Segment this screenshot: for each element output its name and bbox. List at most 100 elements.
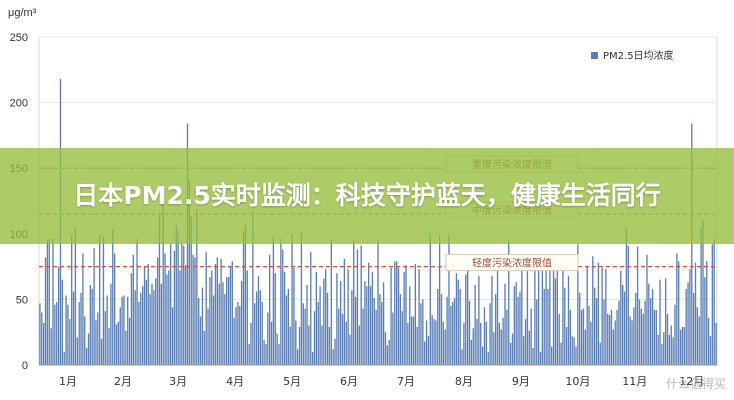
- bar: [353, 240, 355, 365]
- bar: [43, 323, 45, 365]
- bar: [56, 302, 58, 365]
- bar: [431, 315, 433, 365]
- bar: [201, 287, 204, 365]
- bar: [453, 298, 456, 365]
- bar: [528, 330, 530, 365]
- bar: [134, 290, 136, 365]
- bar: [700, 227, 702, 365]
- bar-series: [39, 78, 717, 365]
- watermark: 什么值得买: [665, 377, 726, 391]
- bar: [95, 320, 97, 365]
- bar: [442, 321, 445, 365]
- bar: [80, 292, 82, 365]
- bar: [259, 290, 261, 365]
- bar: [403, 271, 405, 365]
- bar: [269, 254, 271, 365]
- legend: PM2.5日均浓度: [591, 49, 674, 62]
- bar: [536, 299, 538, 365]
- bar: [162, 187, 164, 365]
- x-month-label: 1月: [59, 375, 77, 388]
- bar: [390, 267, 392, 365]
- bar: [562, 267, 564, 365]
- bar: [565, 326, 568, 365]
- bar: [61, 279, 64, 365]
- bar: [136, 239, 138, 365]
- bar: [498, 323, 501, 365]
- bar: [297, 349, 299, 365]
- bar: [244, 224, 247, 365]
- bar: [681, 326, 684, 365]
- bar: [523, 336, 525, 365]
- bar: [100, 338, 103, 365]
- bar: [362, 308, 364, 365]
- bar: [121, 296, 123, 365]
- bar: [175, 224, 177, 365]
- bar: [304, 308, 306, 365]
- bar: [334, 338, 336, 365]
- bar: [179, 270, 181, 365]
- bar: [93, 248, 95, 365]
- bar: [369, 286, 372, 365]
- bar: [345, 321, 347, 365]
- bar: [622, 284, 624, 365]
- bar: [198, 298, 200, 365]
- bar: [433, 319, 435, 365]
- bar: [633, 307, 635, 365]
- bar: [240, 281, 243, 365]
- bar: [328, 326, 331, 365]
- bar: [360, 245, 362, 365]
- bar: [57, 266, 60, 365]
- bar: [326, 292, 329, 365]
- bar: [405, 265, 407, 365]
- bar: [315, 271, 318, 365]
- bar: [263, 340, 265, 365]
- bar: [308, 325, 310, 365]
- bar: [190, 216, 192, 365]
- bar: [521, 263, 523, 365]
- bar: [616, 309, 618, 365]
- bar: [254, 303, 256, 365]
- bar: [625, 228, 628, 365]
- bar: [480, 323, 482, 365]
- bar: [569, 309, 572, 365]
- bar: [425, 320, 428, 365]
- bar: [552, 261, 555, 365]
- bar: [184, 265, 187, 365]
- bar: [610, 309, 613, 365]
- bar: [143, 266, 146, 365]
- bar: [128, 317, 131, 365]
- bar: [112, 229, 114, 365]
- bar: [214, 263, 217, 365]
- bar: [356, 249, 359, 365]
- bar: [183, 245, 185, 365]
- bar: [384, 332, 387, 365]
- bar: [226, 277, 228, 365]
- bar: [231, 261, 233, 365]
- bar: [349, 334, 351, 365]
- bar: [508, 240, 510, 365]
- bar: [537, 263, 540, 365]
- bar: [293, 267, 295, 365]
- bar: [130, 273, 133, 365]
- bar: [72, 291, 75, 365]
- bar: [651, 288, 654, 365]
- bar: [440, 294, 443, 365]
- bar: [177, 229, 179, 365]
- x-month-label: 4月: [226, 375, 244, 388]
- bar: [298, 326, 301, 365]
- bar: [44, 257, 47, 365]
- bar: [459, 288, 461, 365]
- bar: [375, 309, 377, 365]
- bar: [267, 312, 269, 365]
- bar: [416, 326, 418, 365]
- bar: [50, 328, 52, 365]
- bar: [663, 332, 665, 365]
- bar: [551, 346, 553, 365]
- bar: [224, 294, 226, 365]
- y-tick-label: 200: [10, 98, 28, 110]
- bar: [629, 316, 631, 365]
- bar: [590, 321, 592, 365]
- bar: [672, 337, 674, 365]
- bar: [194, 257, 196, 365]
- bar: [541, 256, 544, 365]
